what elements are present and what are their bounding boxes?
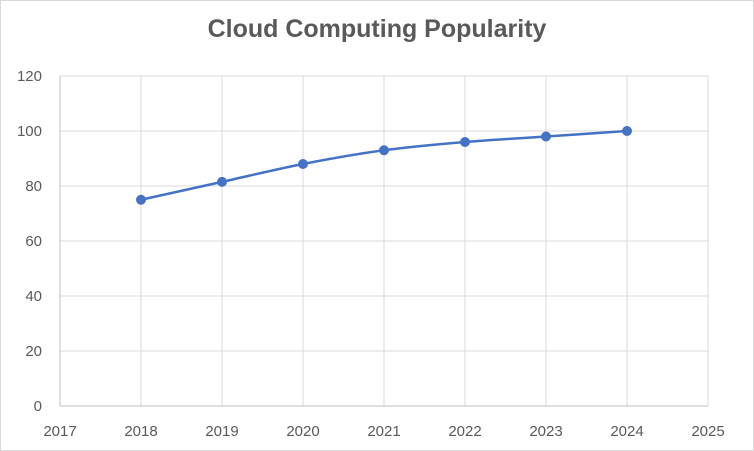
y-tick-label: 120 (17, 68, 42, 85)
x-tick-label: 2018 (124, 423, 157, 440)
y-tick-label: 0 (34, 398, 42, 415)
axis-lines (59, 76, 708, 407)
y-axis-tick-labels: 0 20 40 60 80 100 120 (17, 68, 42, 415)
data-point (217, 176, 227, 187)
x-tick-label: 2019 (205, 423, 238, 440)
x-tick-label: 2020 (286, 423, 319, 440)
data-point (379, 145, 389, 156)
data-point (136, 194, 146, 205)
gridlines (60, 75, 709, 406)
x-tick-label: 2025 (691, 423, 724, 440)
x-tick-label: 2021 (367, 423, 400, 440)
y-tick-label: 40 (25, 288, 42, 305)
chart-title: Cloud Computing Popularity (207, 15, 547, 43)
data-point (541, 131, 551, 142)
x-tick-label: 2023 (529, 423, 562, 440)
data-point (460, 137, 470, 147)
y-tick-label: 80 (25, 178, 42, 195)
y-tick-label: 20 (25, 343, 42, 360)
x-axis-tick-labels: 2017 2018 2019 2020 2021 2022 2023 2024 2025 (43, 423, 724, 440)
y-tick-label: 60 (25, 233, 42, 250)
data-point (298, 159, 308, 169)
x-tick-label: 2024 (610, 423, 643, 440)
y-tick-label: 100 (17, 123, 42, 140)
x-tick-label: 2022 (448, 423, 481, 440)
series-group (136, 126, 632, 205)
x-tick-label: 2017 (43, 423, 76, 440)
data-point (622, 126, 632, 136)
